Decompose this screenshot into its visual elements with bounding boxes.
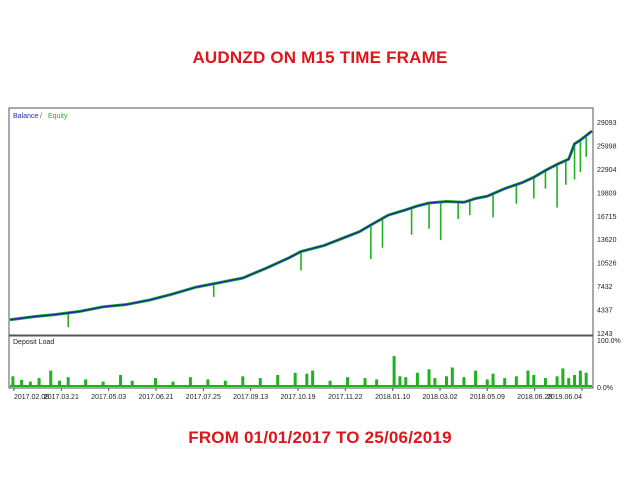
x-tick-label: 2017.02.08: [14, 394, 49, 401]
deposit-load-panel-frame: [8, 335, 594, 389]
x-tick-label: 2018.03.02: [422, 394, 457, 401]
deposit-load-bar: [328, 380, 332, 386]
legend-equity-label: Equity: [48, 113, 68, 120]
deposit-load-bar: [223, 380, 227, 386]
deposit-load-bar: [555, 376, 559, 386]
equity-drawdown-spikes: [67, 135, 587, 328]
balance-panel-frame: [8, 107, 594, 336]
x-tick-label: 2017.07.25: [186, 394, 221, 401]
deposit-load-bar: [503, 378, 507, 386]
deposit-load-bar: [514, 376, 518, 386]
main-ytick-label: 7432: [597, 284, 613, 291]
deposit-load-bar: [49, 370, 53, 386]
deposit-load-bar: [66, 377, 70, 386]
deposit-load-bar: [578, 370, 582, 386]
x-tick-label: 2019.06.04: [547, 394, 582, 401]
deposit-load-ytick-min: 0.0%: [597, 385, 613, 392]
main-ytick-label: 19809: [597, 190, 617, 197]
deposit-load-ytick-max: 100.0%: [597, 338, 621, 345]
chart-heading-bottom: FROM 01/01/2017 TO 25/06/2019: [188, 428, 452, 447]
deposit-load-bar: [445, 376, 448, 386]
deposit-load-bar: [293, 372, 297, 386]
deposit-load-bar: [532, 375, 536, 386]
x-tick-label: 2017.03.21: [44, 394, 79, 401]
deposit-load-bar: [206, 379, 210, 386]
deposit-load-bar: [462, 377, 466, 386]
deposit-load-bar: [543, 378, 547, 386]
x-tick-label: 2017.06.21: [138, 394, 173, 401]
deposit-load-bar: [28, 381, 32, 386]
deposit-load-bar: [130, 380, 134, 386]
main-ytick-label: 13620: [597, 237, 617, 244]
main-ytick-label: 4337: [597, 308, 613, 315]
deposit-load-bar: [584, 372, 588, 386]
x-tick-label: 2018.01.10: [375, 394, 410, 401]
deposit-load-bar: [375, 379, 379, 386]
deposit-load-bar: [258, 378, 262, 386]
deposit-load-bar: [311, 370, 315, 386]
main-ytick-label: 10526: [597, 261, 617, 268]
deposit-load-bar: [561, 368, 565, 386]
deposit-load-bar: [526, 370, 530, 386]
deposit-load-bar: [11, 376, 15, 386]
x-tick-label: 2017.11.22: [328, 394, 363, 401]
deposit-load-bar: [567, 378, 571, 386]
x-tick-label: 2018.06.28: [517, 394, 552, 401]
main-series-lines: [9, 129, 593, 322]
deposit-load-bar: [119, 375, 123, 386]
deposit-load-bar: [241, 376, 245, 386]
x-tick-label: 2017.05.03: [91, 394, 126, 401]
x-tick-label: 2017.09.13: [233, 394, 268, 401]
deposit-load-bar: [404, 377, 408, 386]
deposit-load-bar: [485, 379, 489, 386]
deposit-load-bar: [305, 373, 309, 386]
chart-heading-top: AUDNZD ON M15 TIME FRAME: [192, 48, 448, 67]
deposit-load-bar: [433, 378, 437, 386]
deposit-load-bar: [37, 378, 41, 386]
deposit-load-bar: [20, 379, 24, 386]
main-ytick-label: 22904: [597, 167, 617, 174]
main-ytick-label: 16715: [597, 214, 617, 221]
balance-line: [9, 130, 593, 321]
deposit-load-bar: [154, 378, 157, 386]
deposit-load-bar: [427, 369, 431, 386]
deposit-load-title: Deposit Load: [13, 339, 54, 346]
deposit-load-bar: [491, 373, 495, 386]
deposit-load-bar: [392, 356, 396, 386]
deposit-load-bar: [101, 381, 105, 386]
x-tick-label: 2018.05.09: [470, 394, 505, 401]
main-ytick-label: 1243: [597, 331, 613, 338]
legend-separator: /: [40, 113, 42, 120]
x-tick-label: 2017.10.19: [280, 394, 315, 401]
deposit-load-bar: [474, 370, 478, 386]
deposit-load-bars: [10, 356, 592, 387]
legend-balance-label: Balance: [13, 113, 38, 120]
deposit-load-bar: [276, 375, 280, 386]
deposit-load-bar: [171, 381, 175, 386]
deposit-load-bar: [188, 377, 192, 386]
deposit-load-bar: [57, 380, 61, 386]
main-y-axis-ticks: 29093 25998 22904 19809 16715 13620 10526 7432 4…: [597, 120, 617, 338]
main-ytick-label: 25998: [597, 143, 617, 150]
deposit-load-bar: [450, 367, 454, 386]
deposit-load-bar: [363, 378, 367, 386]
deposit-load-bar: [84, 379, 88, 386]
deposit-load-bar: [398, 376, 402, 386]
deposit-load-bar: [573, 375, 577, 386]
main-ytick-label: 29093: [597, 120, 617, 127]
deposit-load-bar: [415, 372, 419, 386]
deposit-load-bar: [346, 377, 350, 386]
